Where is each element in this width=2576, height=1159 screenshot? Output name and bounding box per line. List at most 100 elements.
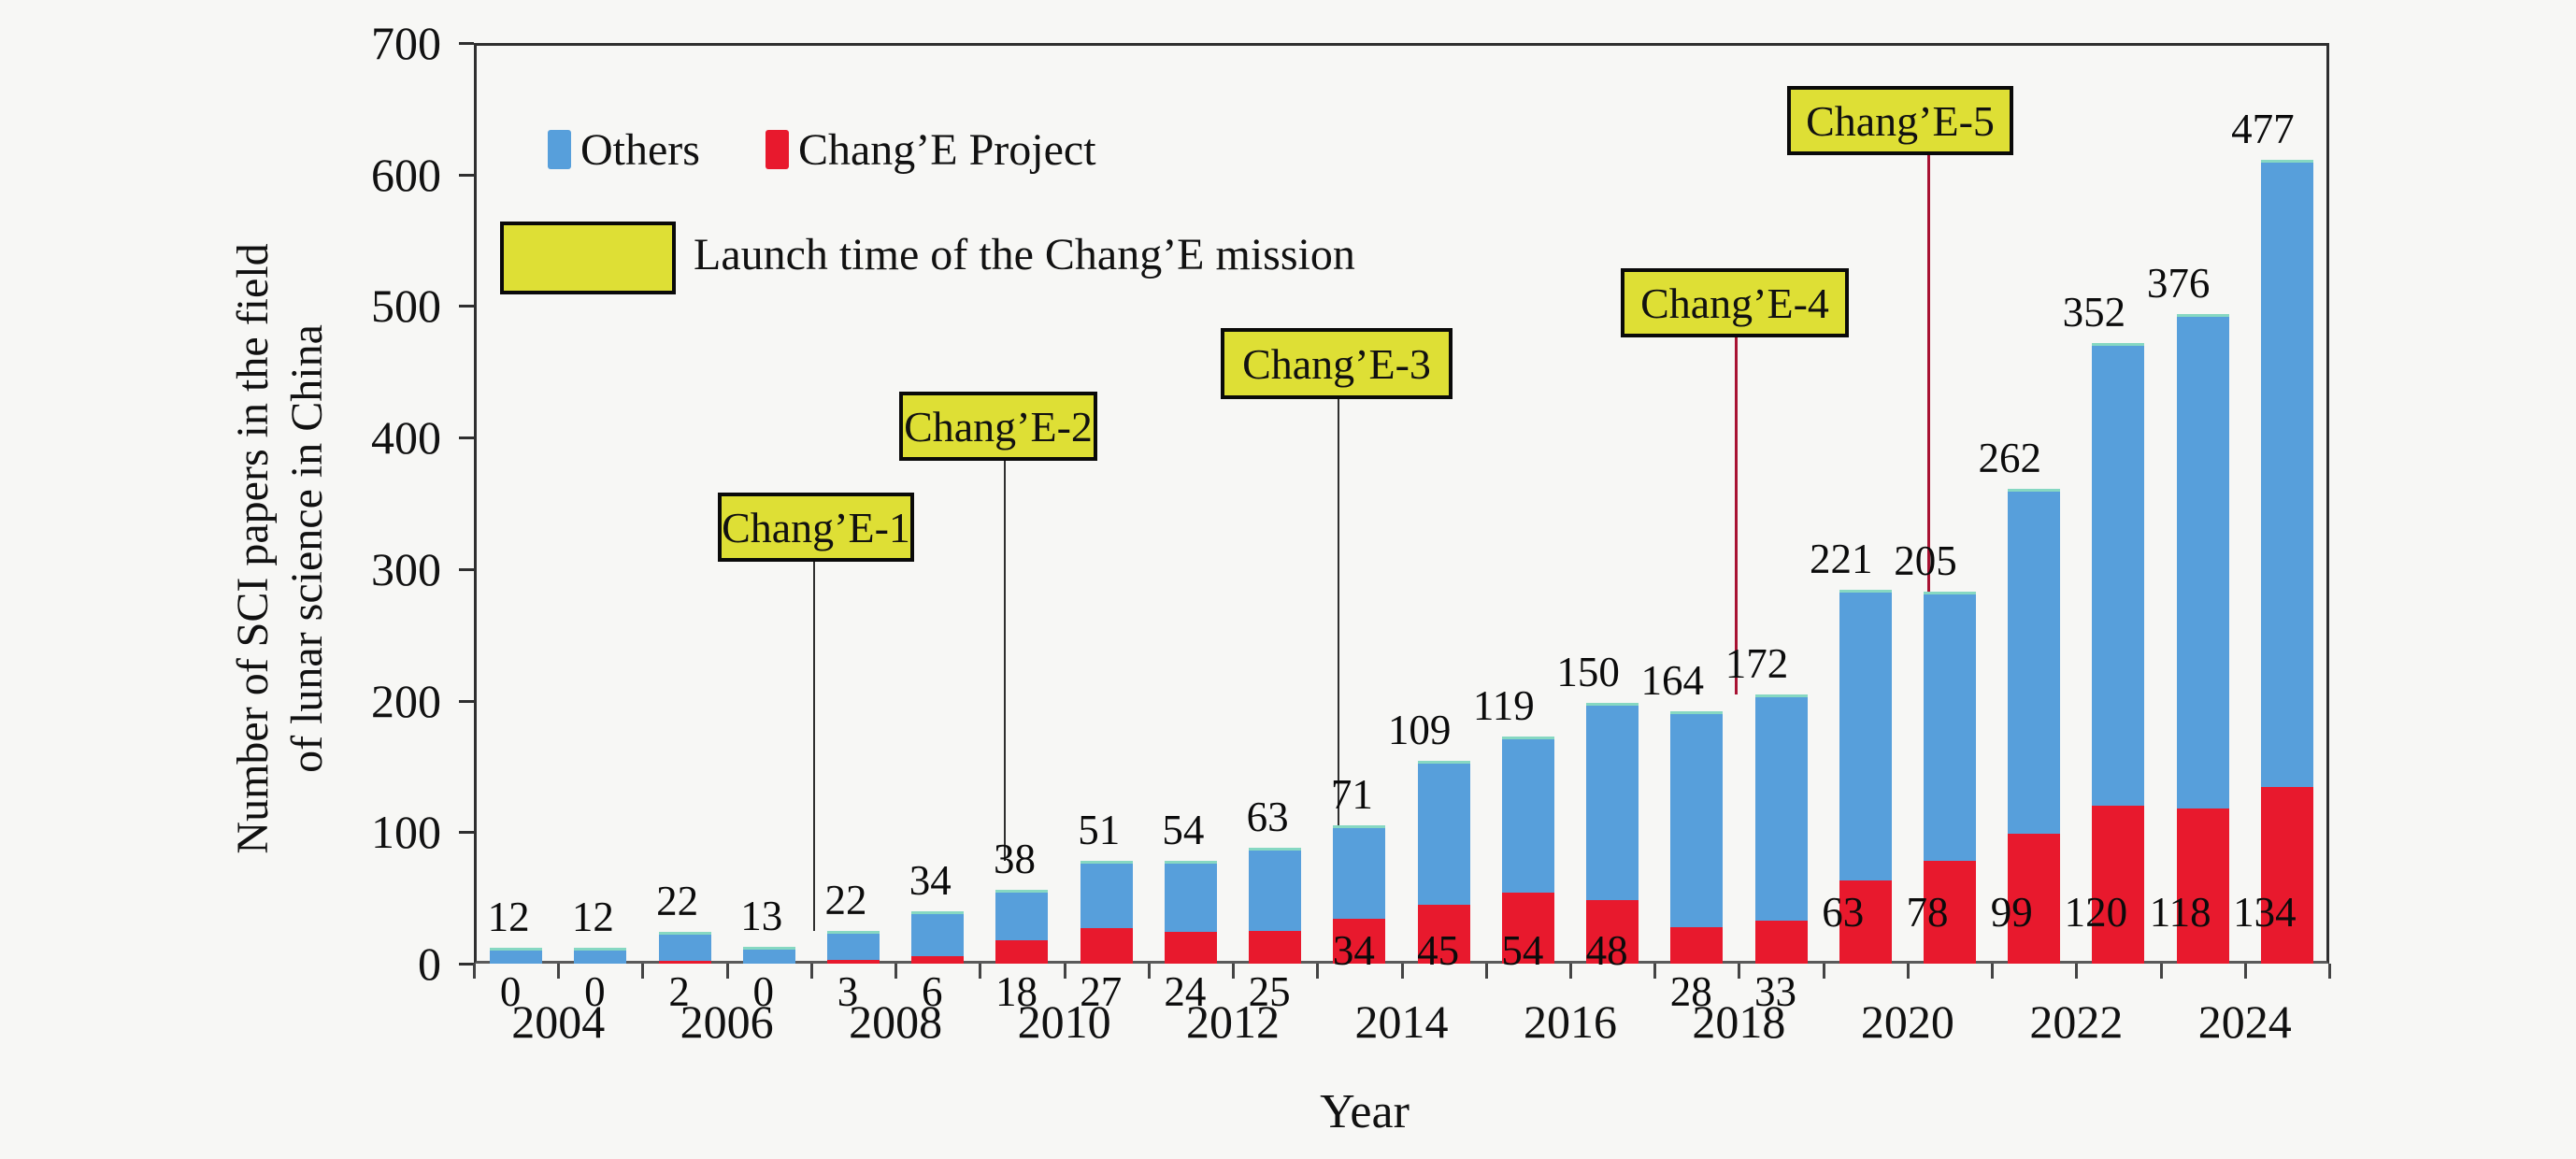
y-axis-tick xyxy=(459,436,474,440)
bar-others-2017 xyxy=(1670,710,1724,927)
y-axis-tick xyxy=(459,567,474,571)
annotation-box-chang-e-1: Chang’E-1 xyxy=(718,493,914,562)
value-label-others-2005: 22 xyxy=(656,878,699,925)
x-axis-tick xyxy=(473,964,476,979)
y-axis-tick xyxy=(459,305,474,308)
bar-others-2008 xyxy=(911,910,965,956)
value-label-change-2004: 0 xyxy=(584,968,606,1015)
y-tick-label: 200 xyxy=(371,674,441,727)
value-label-change-2018: 33 xyxy=(1754,968,1797,1015)
x-axis-tick xyxy=(809,964,813,979)
bar-change-2015 xyxy=(1501,893,1554,964)
x-axis-title: Year xyxy=(1320,1085,1410,1138)
value-label-change-2005: 2 xyxy=(668,968,690,1015)
x-tick-label: 2004 xyxy=(511,995,606,1048)
bar-change-2019 xyxy=(1839,880,1892,964)
x-axis-tick xyxy=(557,964,561,979)
x-axis-tick xyxy=(1822,964,1825,979)
annotation-line-chang-e-4 xyxy=(1735,337,1738,694)
bar-others-2024 xyxy=(2260,160,2313,788)
value-label-change-2013: 34 xyxy=(1332,927,1375,974)
bar-change-2014 xyxy=(1417,904,1470,964)
value-label-others-2024: 477 xyxy=(2231,106,2295,153)
bar-others-2020 xyxy=(1923,591,1976,862)
y-axis-title: Number of SCI papers in the field of lun… xyxy=(226,77,338,1021)
x-axis-tick xyxy=(2075,964,2079,979)
x-tick-label: 2016 xyxy=(1523,995,1617,1048)
bar-others-2015 xyxy=(1501,736,1554,893)
value-label-others-2009: 38 xyxy=(993,836,1036,883)
value-label-change-2012: 25 xyxy=(1248,968,1291,1015)
bar-others-2016 xyxy=(1586,703,1639,901)
x-axis-tick xyxy=(2328,964,2331,979)
legend-label-change-project: Chang’E Project xyxy=(797,124,1096,175)
bar-others-2009 xyxy=(995,890,1049,940)
value-label-change-2016: 48 xyxy=(1585,927,1628,974)
value-label-others-2012: 63 xyxy=(1246,794,1289,841)
bar-others-2003 xyxy=(490,948,543,964)
bar-change-2013 xyxy=(1333,919,1386,964)
bar-change-2022 xyxy=(2092,806,2145,964)
bar-others-2013 xyxy=(1333,825,1386,920)
value-label-others-2019: 221 xyxy=(1810,536,1873,583)
bar-change-2008 xyxy=(911,955,965,964)
y-tick-label: 500 xyxy=(371,279,441,333)
bar-change-2005 xyxy=(658,961,711,964)
value-label-change-2006: 0 xyxy=(752,968,775,1015)
value-label-others-2020: 205 xyxy=(1894,537,1957,584)
value-label-others-2018: 172 xyxy=(1724,639,1789,687)
x-axis-tick xyxy=(1906,964,1910,979)
y-axis-tick xyxy=(459,699,474,703)
bar-change-2020 xyxy=(1923,861,1976,964)
x-axis-tick xyxy=(979,964,982,979)
y-axis-tick xyxy=(459,831,474,835)
y-tick-label: 0 xyxy=(418,937,441,990)
y-tick-label: 700 xyxy=(371,17,441,69)
y-axis-tick xyxy=(459,173,474,177)
value-label-change-2009: 18 xyxy=(995,968,1038,1015)
value-label-change-2023: 118 xyxy=(2149,889,2211,936)
bar-change-2021 xyxy=(2008,833,2061,964)
legend-label-others: Others xyxy=(580,124,700,175)
x-axis-tick xyxy=(1232,964,1236,979)
x-axis-tick xyxy=(2159,964,2163,979)
value-label-others-2016: 150 xyxy=(1556,649,1620,696)
y-axis-tick xyxy=(459,963,474,966)
value-label-change-2020: 78 xyxy=(1906,889,1949,936)
value-label-others-2008: 34 xyxy=(909,856,952,904)
value-label-change-2022: 120 xyxy=(2064,889,2128,936)
value-label-change-2011: 24 xyxy=(1164,968,1207,1015)
annotation-box-chang-e-5: Chang’E-5 xyxy=(1787,86,2013,155)
value-label-change-2007: 3 xyxy=(837,968,859,1015)
bar-change-2024 xyxy=(2260,787,2313,964)
annotation-box-chang-e-2: Chang’E-2 xyxy=(899,392,1097,461)
bar-change-2018 xyxy=(1754,920,1808,964)
value-label-change-2021: 99 xyxy=(1990,889,2033,936)
bar-others-2011 xyxy=(1164,861,1217,933)
legend: Others Chang’E Project xyxy=(548,123,1096,176)
x-tick-label: 2010 xyxy=(1017,995,1111,1048)
value-label-change-2024: 134 xyxy=(2233,889,2297,936)
y-tick-label: 600 xyxy=(371,148,441,201)
legend-swatch-change-project xyxy=(765,130,789,169)
value-label-others-2011: 54 xyxy=(1162,807,1205,854)
annotation-box-chang-e-3: Chang’E-3 xyxy=(1221,328,1453,399)
x-axis-tick xyxy=(1568,964,1572,979)
x-tick-label: 2014 xyxy=(1354,995,1449,1048)
x-axis-tick xyxy=(1063,964,1066,979)
value-label-others-2023: 376 xyxy=(2146,259,2211,307)
x-tick-label: 2006 xyxy=(680,995,774,1048)
y-tick-label: 400 xyxy=(371,411,441,465)
legend-swatch-others xyxy=(548,130,571,169)
value-label-others-2004: 12 xyxy=(571,894,614,941)
value-label-others-2007: 22 xyxy=(824,876,867,923)
value-label-others-2015: 119 xyxy=(1472,681,1535,729)
value-label-others-2003: 12 xyxy=(487,894,530,941)
x-tick-label: 2008 xyxy=(849,995,943,1048)
bar-others-2007 xyxy=(827,930,880,960)
x-axis-tick xyxy=(1991,964,1995,979)
y-axis-tick xyxy=(459,42,474,45)
x-axis-tick xyxy=(1653,964,1657,979)
x-axis-tick xyxy=(2243,964,2247,979)
